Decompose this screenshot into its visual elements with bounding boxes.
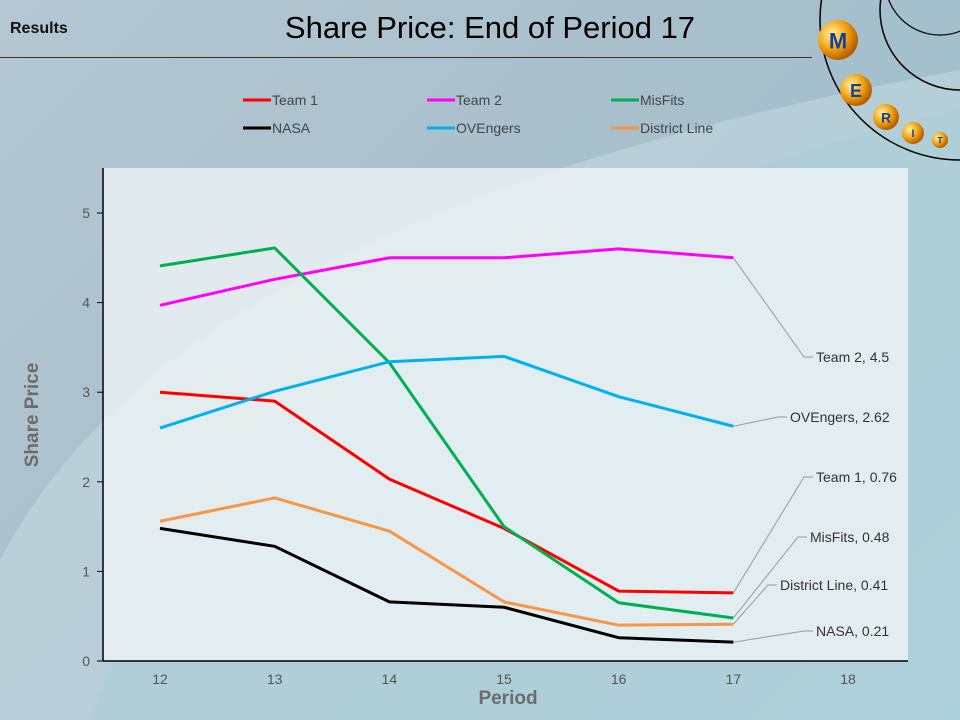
x-tick-label: 13 — [267, 671, 283, 687]
data-label: Team 2, 4.5 — [816, 349, 889, 365]
y-tick-label: 0 — [82, 653, 90, 669]
data-label: MisFits, 0.48 — [810, 529, 890, 545]
y-axis-title: Share Price — [22, 363, 43, 468]
section-label: Results — [10, 20, 68, 37]
legend-label: OVEngers — [456, 120, 521, 136]
legend-item: NASA — [243, 120, 311, 136]
x-tick-label: 14 — [382, 671, 398, 687]
y-tick-label: 2 — [82, 474, 90, 490]
y-tick-label: 4 — [82, 295, 90, 311]
legend-item: OVEngers — [427, 120, 521, 136]
logo-ball — [818, 20, 858, 60]
x-tick-label: 17 — [726, 671, 742, 687]
data-label: NASA, 0.21 — [816, 623, 889, 639]
y-tick-label: 3 — [82, 384, 90, 400]
series-line-team-1 — [159, 390, 734, 595]
series-line-district-line — [159, 496, 734, 627]
plot-area — [103, 168, 908, 661]
y-tick-label: 5 — [82, 205, 90, 221]
legend-label: Team 2 — [456, 92, 502, 108]
leader-line — [732, 476, 813, 594]
logo-letter: I — [911, 128, 914, 140]
x-tick-label: 15 — [496, 671, 512, 687]
series-line-team-2 — [159, 247, 734, 307]
legend-item: MisFits — [611, 92, 684, 108]
legend-label: District Line — [640, 120, 713, 136]
x-tick-label: 12 — [152, 671, 168, 687]
series-line-misfits — [159, 246, 734, 620]
legend-label: NASA — [272, 120, 311, 136]
logo-ball — [840, 74, 872, 106]
legend-label: MisFits — [640, 92, 684, 108]
leader-line — [732, 257, 813, 358]
leader-line — [732, 536, 807, 619]
x-tick-label: 16 — [611, 671, 627, 687]
series-line-nasa — [159, 526, 734, 644]
data-label: OVEngers, 2.62 — [790, 409, 890, 425]
logo-letter: R — [881, 109, 891, 125]
x-axis-title: Period — [478, 688, 537, 709]
x-tick-label: 18 — [840, 671, 856, 687]
legend-item: Team 2 — [427, 92, 502, 108]
logo-letter: M — [829, 28, 847, 53]
logo-letter: E — [850, 81, 862, 101]
y-tick-label: 1 — [82, 563, 90, 579]
legend-item: Team 1 — [243, 92, 318, 108]
logo-letter: T — [937, 135, 943, 145]
leader-line — [732, 584, 777, 625]
data-label: District Line, 0.41 — [780, 577, 888, 593]
logo-ball — [932, 132, 948, 148]
legend-label: Team 1 — [272, 92, 318, 108]
legend-item: District Line — [611, 120, 713, 136]
divider — [0, 57, 812, 58]
page-title: Share Price: End of Period 17 — [284, 10, 696, 45]
data-label: Team 1, 0.76 — [816, 469, 897, 485]
logo-ball — [902, 122, 924, 144]
leader-line — [733, 416, 787, 427]
logo-ball — [873, 104, 899, 130]
series-line-ovengers — [159, 354, 734, 430]
leader-line — [733, 630, 813, 643]
